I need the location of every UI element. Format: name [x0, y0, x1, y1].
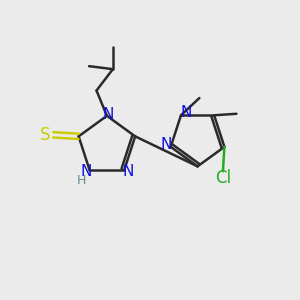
Text: N: N: [103, 107, 114, 122]
Text: N: N: [180, 105, 191, 120]
Text: N: N: [160, 137, 172, 152]
Text: H: H: [76, 174, 86, 188]
Text: S: S: [40, 126, 50, 144]
Text: N: N: [122, 164, 134, 178]
Text: N: N: [80, 164, 92, 178]
Text: Cl: Cl: [215, 169, 231, 187]
